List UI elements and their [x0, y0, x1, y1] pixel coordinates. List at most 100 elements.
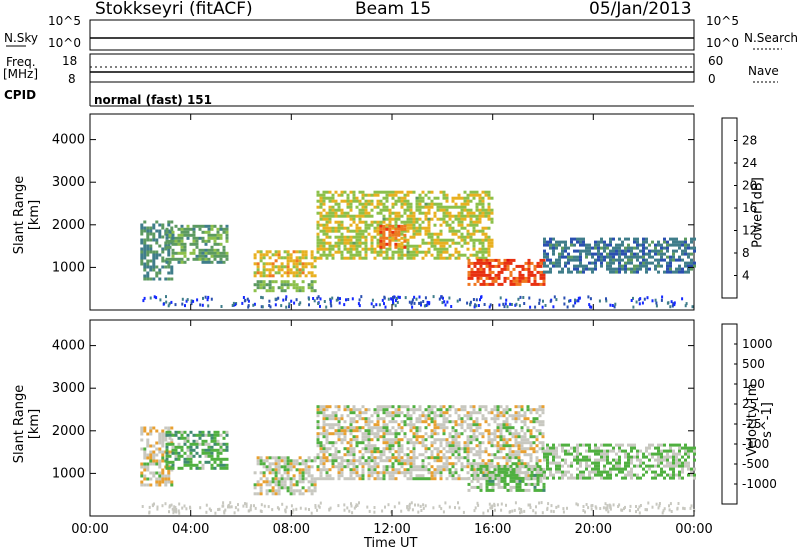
- data-cell: [213, 457, 217, 461]
- noise-cell: [384, 305, 387, 309]
- data-cell: [527, 261, 531, 265]
- data-cell: [505, 411, 509, 415]
- data-cell: [558, 258, 561, 262]
- data-cell: [146, 235, 150, 239]
- data-cell: [473, 282, 477, 286]
- data-cell: [337, 423, 341, 427]
- noise-cell: [527, 503, 530, 507]
- data-cell: [174, 236, 178, 240]
- data-cell: [349, 462, 353, 466]
- data-cell: [388, 465, 392, 469]
- data-cell: [612, 237, 615, 241]
- data-cell: [573, 446, 576, 450]
- noise-cell: [383, 296, 386, 300]
- data-cell: [530, 261, 534, 265]
- data-cell: [322, 244, 326, 248]
- data-cell: [379, 417, 383, 421]
- data-cell: [497, 479, 501, 483]
- data-cell: [561, 464, 564, 468]
- data-cell: [460, 408, 464, 412]
- data-cell: [509, 464, 513, 468]
- data-cell: [319, 447, 323, 451]
- data-cell: [529, 459, 533, 463]
- data-cell: [497, 264, 501, 268]
- data-cell: [442, 211, 446, 215]
- data-cell: [268, 480, 272, 484]
- data-cell: [328, 459, 332, 463]
- data-cell: [412, 223, 416, 227]
- data-cell: [630, 270, 633, 274]
- data-cell: [319, 441, 323, 445]
- data-cell: [382, 224, 386, 228]
- data-cell: [183, 439, 187, 443]
- data-cell: [334, 441, 338, 445]
- data-cell: [470, 276, 474, 280]
- noise-cell: [232, 301, 235, 305]
- data-cell: [579, 270, 582, 274]
- data-cell: [481, 202, 485, 206]
- data-cell: [609, 461, 612, 465]
- data-cell: [349, 256, 353, 260]
- data-cell: [618, 243, 621, 247]
- noise-cell: [588, 303, 591, 307]
- data-cell: [358, 429, 362, 433]
- data-cell: [451, 226, 455, 230]
- data-cell: [143, 238, 147, 242]
- data-cell: [328, 477, 332, 481]
- data-cell: [370, 429, 374, 433]
- data-cell: [615, 258, 618, 262]
- data-cell: [463, 205, 467, 209]
- data-cell: [424, 414, 428, 418]
- data-cell: [430, 199, 434, 203]
- nsearch-label: N.Search: [744, 31, 799, 45]
- data-cell: [448, 462, 452, 466]
- data-cell: [585, 249, 588, 253]
- y-tick-label: 2000: [52, 218, 85, 233]
- data-cell: [463, 199, 467, 203]
- data-cell: [195, 439, 199, 443]
- data-cell: [316, 244, 320, 248]
- data-cell: [463, 214, 467, 218]
- data-cell: [319, 199, 323, 203]
- data-cell: [355, 241, 359, 245]
- data-cell: [319, 411, 323, 415]
- data-cell: [469, 405, 473, 409]
- data-cell: [603, 243, 606, 247]
- noise-cell: [164, 502, 167, 506]
- data-cell: [161, 474, 165, 478]
- noise-cell: [473, 509, 476, 513]
- data-cell: [451, 420, 455, 424]
- data-cell: [409, 441, 413, 445]
- data-cell: [349, 217, 353, 221]
- data-cell: [469, 223, 473, 227]
- data-cell: [466, 247, 470, 251]
- data-cell: [421, 205, 425, 209]
- data-cell: [388, 211, 392, 215]
- data-cell: [225, 442, 229, 446]
- data-cell: [633, 246, 636, 250]
- data-cell: [591, 470, 594, 474]
- noise-cell: [685, 302, 688, 306]
- data-cell: [195, 463, 199, 467]
- noise-cell: [285, 297, 287, 301]
- data-cell: [382, 230, 386, 234]
- data-cell: [140, 474, 144, 478]
- data-cell: [427, 462, 431, 466]
- data-cell: [479, 485, 483, 489]
- data-cell: [466, 435, 470, 439]
- noise-cell: [237, 508, 240, 512]
- noise-cell: [192, 299, 195, 303]
- noise-cell: [260, 305, 263, 309]
- data-cell: [487, 468, 491, 472]
- data-cell: [364, 205, 368, 209]
- data-cell: [421, 414, 425, 418]
- noise-cell: [472, 298, 475, 301]
- data-cell: [470, 267, 474, 271]
- data-cell: [412, 426, 416, 430]
- data-cell: [457, 256, 461, 260]
- data-cell: [484, 420, 488, 424]
- data-cell: [418, 196, 422, 200]
- data-cell: [573, 455, 576, 459]
- data-cell: [158, 268, 162, 272]
- data-cell: [520, 459, 524, 463]
